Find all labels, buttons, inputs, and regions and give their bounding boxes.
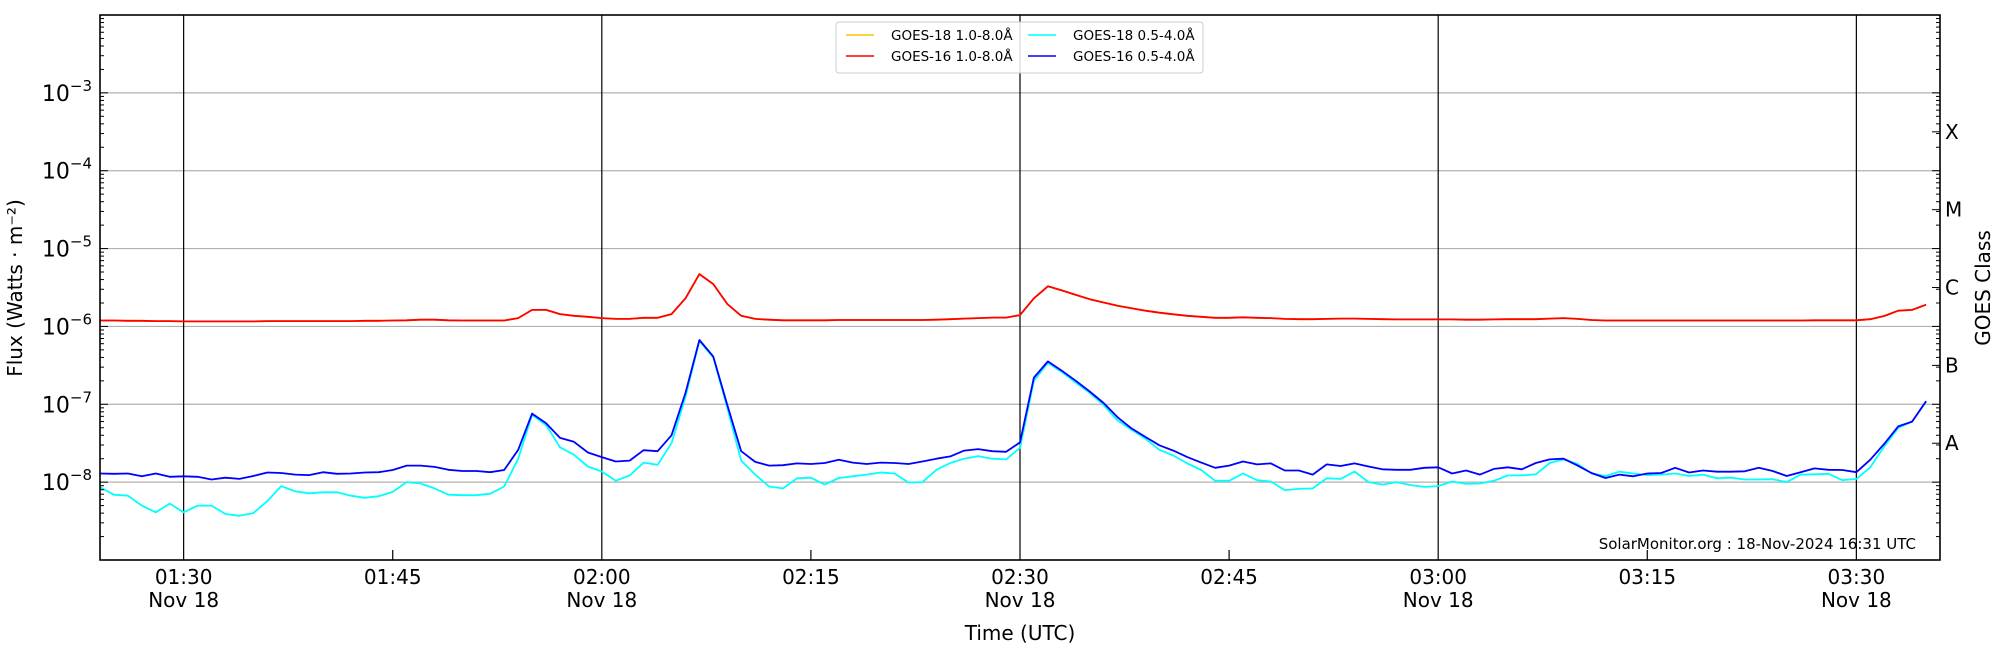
legend-label: GOES-18 1.0-8.0Å (891, 27, 1013, 44)
series-line-goes-16-0-5-4-0- (99, 339, 1927, 481)
right-axis-label: GOES Class (1971, 230, 1995, 346)
y-tick-base: 10 (42, 315, 70, 340)
x-tick-time: 03:15 (1618, 565, 1676, 589)
y-tick-label: 10−8 (42, 466, 92, 496)
x-tick-time: 03:30 (1828, 565, 1886, 589)
y-tick-exponent: −8 (70, 466, 92, 484)
y-tick-base: 10 (42, 160, 70, 185)
goes-class-A: A (1945, 431, 1959, 455)
x-tick-date: Nov 18 (1403, 588, 1474, 612)
y-tick-base: 10 (42, 393, 70, 418)
legend-frame (835, 21, 1204, 74)
series-line-goes-18-0-5-4-0- (99, 340, 1927, 517)
x-tick-time: 01:30 (155, 565, 213, 589)
x-tick-time: 01:45 (364, 565, 422, 589)
series-line-goes-16-1-0-8-0- (100, 273, 1927, 323)
y-tick-label: 10−4 (42, 155, 92, 185)
y-tick-label: 10−5 (42, 233, 92, 263)
goes-class-labels: X M C B A (1945, 120, 1962, 455)
x-tick-date: Nov 18 (566, 588, 637, 612)
goes-class-X: X (1945, 120, 1959, 144)
y-tick-exponent: −3 (70, 77, 92, 95)
y-tick-label: 10−3 (42, 77, 92, 107)
goes-class-B: B (1945, 353, 1959, 377)
legend-label: GOES-16 1.0-8.0Å (891, 48, 1013, 65)
x-tick-time: 03:00 (1409, 565, 1467, 589)
y-tick-base: 10 (42, 82, 70, 107)
x-tick-time: 02:30 (991, 565, 1049, 589)
x-tick-date: Nov 18 (148, 588, 219, 612)
series-line-goes-18-1-0-8-0- (100, 273, 1927, 323)
goes-class-M: M (1945, 198, 1962, 222)
goes-class-C: C (1945, 276, 1959, 300)
y-tick-exponent: −4 (70, 155, 92, 173)
y-tick-base: 10 (42, 238, 70, 263)
series-lines (99, 273, 1927, 517)
x-tick-time: 02:00 (573, 565, 631, 589)
y-axis-label: Flux (Watts · m⁻²) (3, 199, 27, 377)
y-tick-exponent: −6 (70, 310, 92, 328)
y-tick-exponent: −5 (70, 233, 92, 251)
y-tick-label: 10−6 (42, 310, 92, 340)
watermark-annotation: SolarMonitor.org : 18-Nov-2024 16:31 UTC (1599, 535, 1916, 553)
legend: GOES-18 1.0-8.0Å GOES-16 1.0-8.0Å GOES-18 … (835, 21, 1204, 74)
x-tick-time: 02:15 (782, 565, 840, 589)
time-markers (183, 15, 1857, 560)
plot-frame (99, 14, 1941, 561)
x-tick-date: Nov 18 (1821, 588, 1892, 612)
y-tick-label: 10−7 (42, 388, 92, 418)
x-tick-time: 02:45 (1200, 565, 1258, 589)
legend-label: GOES-18 0.5-4.0Å (1073, 27, 1195, 44)
y-tick-labels: 10−310−410−510−610−710−8 (42, 77, 92, 496)
x-tick-date: Nov 18 (985, 588, 1056, 612)
legend-label: GOES-16 0.5-4.0Å (1073, 48, 1195, 65)
y-tick-exponent: −7 (70, 388, 92, 406)
x-axis-label: Time (UTC) (964, 621, 1076, 645)
y-tick-base: 10 (42, 471, 70, 496)
